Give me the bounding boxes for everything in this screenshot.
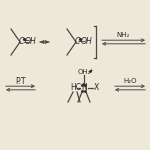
Text: H₂O: H₂O bbox=[123, 78, 137, 84]
Text: NH₂: NH₂ bbox=[117, 32, 130, 38]
Text: HC: HC bbox=[70, 84, 81, 93]
Text: +: + bbox=[89, 68, 93, 73]
Text: OH₂: OH₂ bbox=[77, 69, 91, 75]
Text: C: C bbox=[74, 38, 80, 46]
Text: OH: OH bbox=[25, 38, 37, 46]
Text: =: = bbox=[22, 37, 29, 46]
Text: C: C bbox=[18, 38, 24, 46]
Text: P.T: P.T bbox=[15, 76, 26, 85]
Text: N: N bbox=[81, 84, 87, 93]
Text: —: — bbox=[78, 38, 85, 46]
Text: OH: OH bbox=[81, 38, 93, 46]
Text: X: X bbox=[93, 84, 99, 93]
